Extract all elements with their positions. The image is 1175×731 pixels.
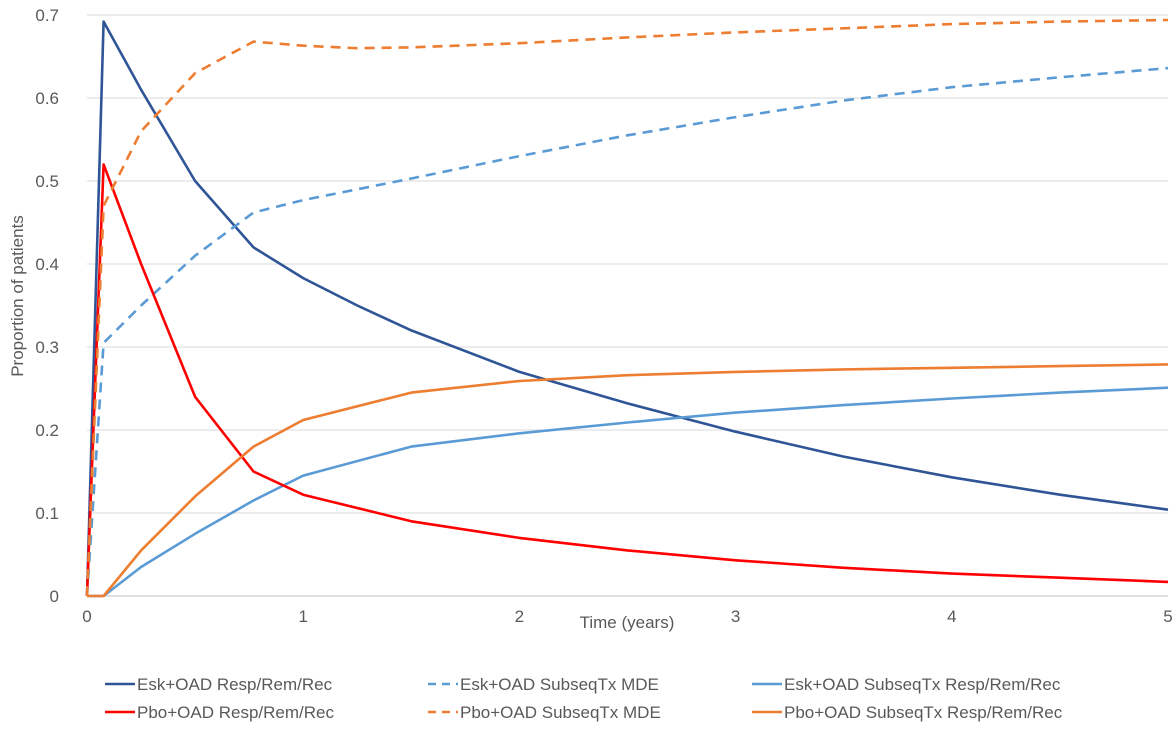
- x-tick-label: 2: [515, 607, 524, 626]
- ticks-layer: 0 0.1 0.2 0.3 0.4 0.5 0.6 0.7 0 1 2 3 4 5: [35, 6, 1172, 626]
- x-tick-label: 1: [298, 607, 307, 626]
- x-tick-label: 4: [947, 607, 956, 626]
- series-line-5: [85, 18, 1169, 597]
- x-tick-label: 0: [82, 607, 91, 626]
- legend-label-5: Pbo+OAD SubseqTx MDE: [460, 703, 661, 722]
- y-tick-label: 0.2: [35, 421, 59, 440]
- y-tick-label: 0.5: [35, 172, 59, 191]
- y-tick-label: 0.7: [35, 6, 59, 25]
- legend-label-6: Pbo+OAD SubseqTx Resp/Rem/Rec: [784, 703, 1063, 722]
- series-line-6: [87, 363, 1169, 598]
- x-tick-label: 5: [1163, 607, 1172, 626]
- legend-label-4: Pbo+OAD Resp/Rem/Rec: [137, 703, 334, 722]
- x-tick-label: 3: [731, 607, 740, 626]
- legend-label-2: Esk+OAD SubseqTx MDE: [460, 675, 659, 694]
- series-line-1: [85, 20, 1169, 597]
- legend-label-1: Esk+OAD Resp/Rem/Rec: [137, 675, 333, 694]
- series-layer: [85, 18, 1169, 598]
- legend: Esk+OAD Resp/Rem/Rec Esk+OAD SubseqTx MDE…: [105, 675, 1063, 722]
- series-line-2: [85, 66, 1169, 597]
- y-tick-label: 0.4: [35, 255, 59, 274]
- y-tick-label: 0.3: [35, 338, 59, 357]
- x-axis-title: Time (years): [580, 613, 675, 632]
- series-line-3: [87, 386, 1169, 598]
- y-tick-label: 0.6: [35, 89, 59, 108]
- y-axis-title: Proportion of patients: [8, 215, 27, 377]
- series-line-4: [85, 163, 1169, 597]
- y-tick-label: 0.1: [35, 504, 59, 523]
- y-tick-label: 0: [50, 587, 59, 606]
- legend-label-3: Esk+OAD SubseqTx Resp/Rem/Rec: [784, 675, 1061, 694]
- grid-layer: [87, 14, 1168, 514]
